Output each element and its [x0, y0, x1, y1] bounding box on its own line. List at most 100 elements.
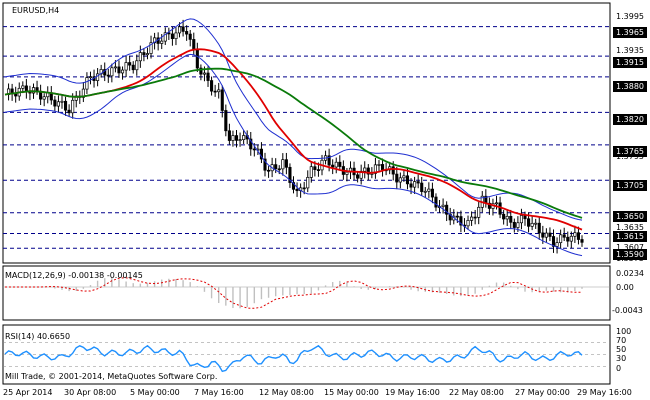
candle-body [391, 166, 395, 175]
candle-body [377, 164, 381, 166]
candle-body [519, 215, 524, 224]
candle-body [420, 182, 424, 192]
candle-body [60, 100, 64, 103]
copyright-text: Mill Trade, © 2001-2014, MetaQuotes Soft… [5, 372, 218, 381]
candle-body [455, 215, 459, 218]
candle-body [81, 88, 85, 98]
candle-body [402, 175, 406, 179]
candle-body [327, 155, 331, 166]
candle-body [559, 234, 563, 244]
candle-body [295, 188, 299, 192]
candle-body [576, 232, 580, 240]
candle-body [580, 239, 584, 243]
candle-body [206, 72, 210, 81]
candle-body [530, 222, 534, 227]
candle-body [313, 166, 317, 170]
candle-body [516, 222, 520, 228]
level-badge: 1.3880 [613, 81, 647, 92]
candle-body [427, 188, 431, 192]
price-tick: 1.3995 [616, 12, 644, 21]
candle-body [380, 164, 385, 171]
candle-body [210, 80, 214, 92]
candle-body [356, 174, 360, 179]
level-badge: 1.3650 [613, 211, 647, 222]
candle-body [110, 67, 114, 77]
candle-body [185, 31, 189, 35]
time-label: 19 May 16:00 [385, 388, 440, 397]
candle-body [42, 96, 46, 100]
candle-body [302, 187, 306, 190]
candle-body [423, 190, 427, 193]
candle-body [363, 167, 367, 172]
candle-body [281, 159, 285, 170]
candle-body [473, 216, 477, 219]
macd-title: MACD(12,26,9) -0.00138 -0.00145 [5, 271, 143, 280]
candle-body [142, 52, 146, 56]
time-label: 7 May 16:00 [194, 388, 244, 397]
candle-body [163, 32, 167, 42]
candle-body [373, 164, 377, 174]
moving-average-slow [4, 67, 583, 219]
candle-body [88, 76, 93, 79]
candle-body [409, 183, 413, 188]
candle-body [192, 39, 196, 50]
candle-body [527, 218, 531, 227]
candle-body [217, 89, 221, 93]
candle-body [288, 166, 292, 183]
level-badge: 1.3705 [613, 180, 647, 191]
macd-tick: 0.0234 [616, 269, 644, 278]
candle-body [498, 202, 502, 215]
candle-body [106, 74, 110, 77]
price-tick: 1.3935 [616, 46, 644, 55]
macd-tick: -0.0043 [612, 306, 643, 315]
candle-body [21, 85, 25, 89]
candle-body [274, 164, 278, 170]
candle-body [309, 166, 313, 178]
candle-body [334, 161, 338, 168]
candle-body [541, 232, 545, 238]
candle-body [170, 33, 174, 39]
candle-body [188, 33, 192, 40]
candle-body [470, 216, 474, 221]
candle-body [562, 234, 566, 238]
candle-body [63, 100, 68, 111]
candle-body [195, 48, 199, 69]
bollinger-upper-band [4, 18, 583, 221]
candle-body [120, 69, 125, 74]
candle-body [441, 204, 445, 207]
candle-body [202, 72, 207, 75]
candle-body [177, 26, 182, 34]
price-tick: 1.3635 [616, 223, 644, 232]
candle-body [252, 148, 256, 151]
macd-tick: 0.00 [616, 283, 634, 292]
candle-body [509, 215, 513, 223]
time-label: 5 May 00:00 [130, 388, 180, 397]
candle-body [502, 213, 506, 220]
level-badge: 1.3615 [613, 231, 647, 242]
candle-body [14, 93, 18, 97]
candle-body [31, 87, 36, 94]
candle-body [231, 135, 235, 141]
time-label: 30 Apr 08:00 [64, 388, 117, 397]
candle-body [138, 52, 142, 62]
candle-body [534, 222, 538, 225]
level-badge: 1.3590 [613, 249, 647, 260]
candle-body [544, 232, 548, 238]
rsi-tick: 0 [616, 364, 622, 373]
candle-body [477, 206, 481, 218]
candle-body [224, 110, 228, 132]
candle-body [124, 62, 128, 71]
rsi-tick: 30 [616, 354, 627, 363]
candle-body [445, 204, 449, 215]
candle-body [56, 101, 60, 107]
level-badge: 1.3915 [613, 57, 647, 68]
candle-body [505, 215, 509, 220]
candle-body [551, 236, 556, 247]
candle-body [267, 169, 271, 172]
bollinger-lower-band [4, 53, 583, 257]
candle-body [291, 182, 296, 190]
candle-body [149, 42, 153, 54]
candle-body [398, 177, 402, 183]
